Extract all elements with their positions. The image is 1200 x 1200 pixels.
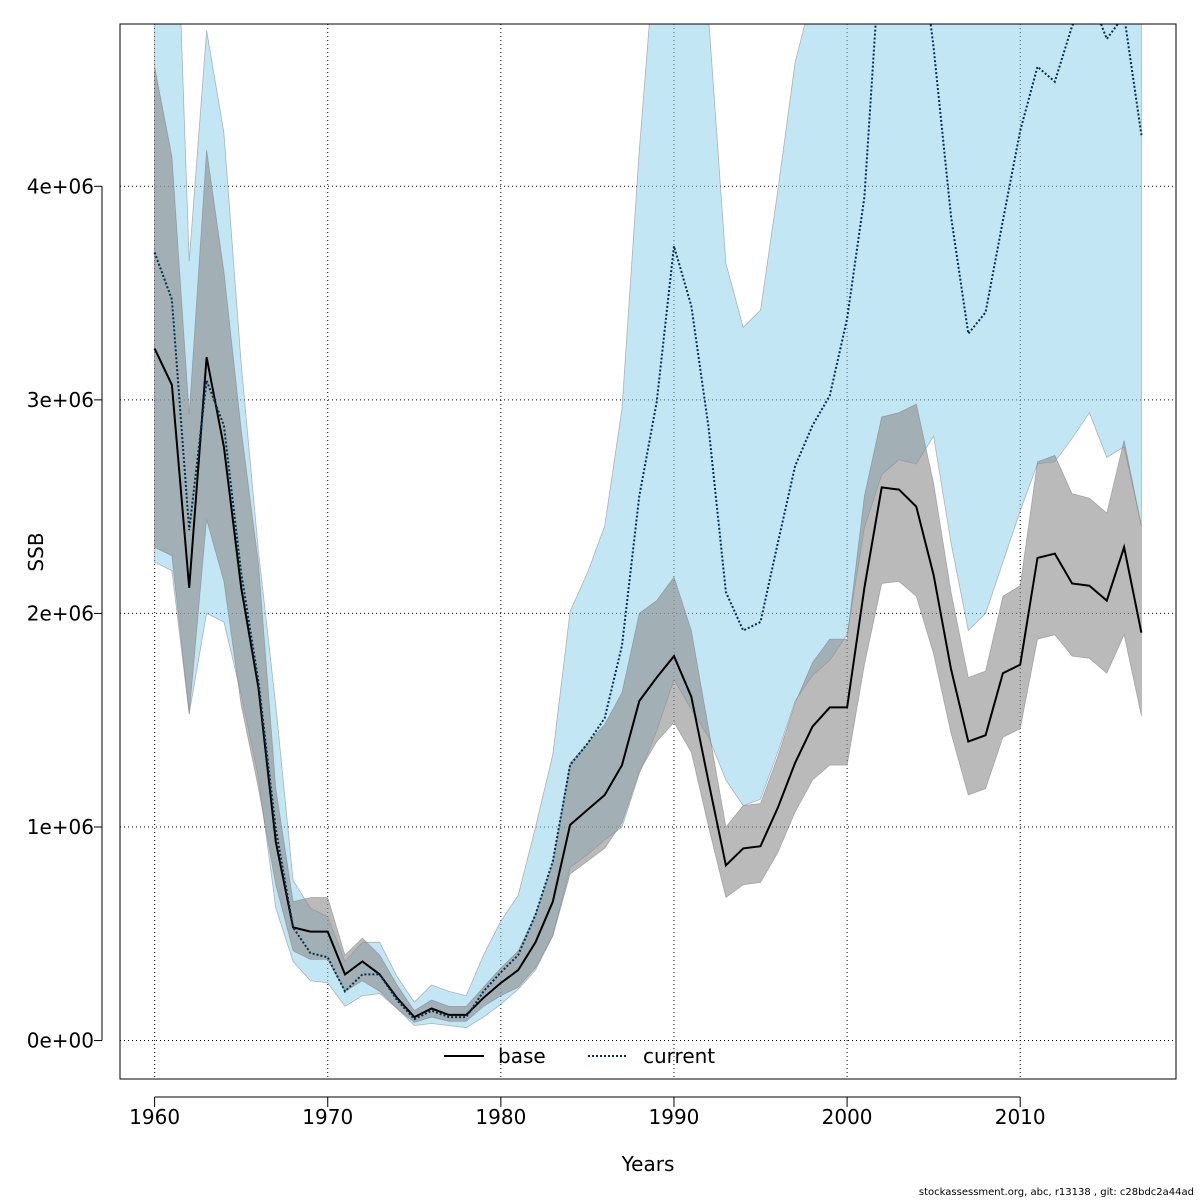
plot-frame <box>119 23 1177 1080</box>
y-axis-title: SSB <box>24 532 48 571</box>
x-tick-label: 2000 <box>822 1105 873 1129</box>
series-line-base <box>153 348 1143 1019</box>
legend-label-base: base <box>498 1044 546 1068</box>
x-tick-label: 1980 <box>475 1105 526 1129</box>
series-lines <box>153 24 1143 1021</box>
band-base <box>154 66 1142 1023</box>
band-current <box>154 24 1142 1029</box>
confidence-bands <box>154 24 1142 1029</box>
y-tick-label: 3e+06 <box>27 388 94 412</box>
x-tick-label: 1960 <box>129 1105 180 1129</box>
x-tick-label: 1990 <box>649 1105 700 1129</box>
legend-label-current: current <box>643 1044 715 1068</box>
legend: base current <box>444 1044 715 1068</box>
footer-credit: stockassessment.org, abc, r13138 , git: … <box>918 1187 1194 1198</box>
axes: 1960 1970 1980 1990 2000 2010 0e+00 1e+06 2e+06 3… <box>27 174 1046 1129</box>
y-tick-label: 4e+06 <box>27 174 94 198</box>
y-tick-label: 0e+00 <box>27 1029 94 1053</box>
y-tick-label: 1e+06 <box>27 815 94 839</box>
x-axis-title: Years <box>621 1152 675 1176</box>
x-tick-label: 2010 <box>995 1105 1046 1129</box>
x-tick-label: 1970 <box>302 1105 353 1129</box>
series-line-current <box>153 24 1143 1021</box>
y-tick-label: 2e+06 <box>27 601 94 625</box>
